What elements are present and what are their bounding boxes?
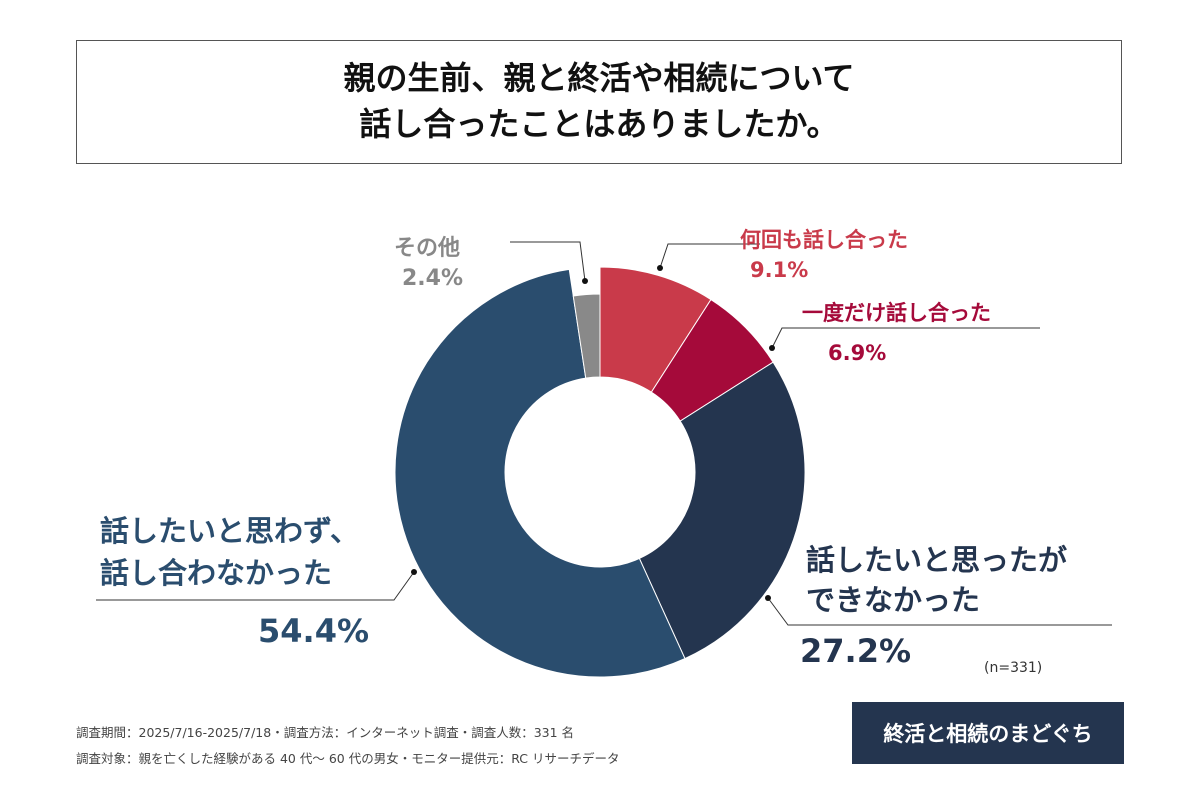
label-s3-line2: 話し合わなかった [100, 556, 333, 590]
title-line-1: 親の生前、親と終活や相続について [343, 59, 855, 97]
sample-size-note: (n=331) [984, 660, 1043, 676]
label-s2-line1: 話したいと思ったが [806, 543, 1068, 577]
value-s0: 9.1% [750, 258, 809, 282]
footer-line-2: 調査対象：親を亡くした経験がある 40 代～ 60 代の男女・モニター提供元：R… [76, 751, 620, 766]
brand-logo: 終活と相続のまどぐち [852, 702, 1124, 764]
value-s2: 27.2% [800, 632, 912, 670]
donut-slice-3 [394, 268, 686, 678]
label-s0: 何回も話し合った [740, 228, 908, 252]
leader-dots [411, 265, 775, 601]
label-s2-line2: できなかった [806, 583, 981, 617]
chart-title: 親の生前、親と終活や相続について 話し合ったことはありましたか。 [76, 40, 1122, 164]
value-s4: 2.4% [402, 266, 464, 291]
label-s1: 一度だけ話し合った [802, 301, 991, 325]
logo-text: 終活と相続のまどぐち [883, 722, 1093, 746]
footer-line-1: 調査期間：2025/7/16-2025/7/18・調査方法：インターネット調査・… [76, 725, 575, 740]
leader-lines [96, 241, 1112, 626]
donut-slice-4 [572, 293, 601, 379]
donut-slice-2 [638, 361, 806, 660]
label-s3: 話したいと思わず、 話し合わなかった [100, 510, 359, 594]
label-s4: その他 [394, 236, 461, 261]
value-s1: 6.9% [828, 341, 887, 365]
label-s2: 話したいと思ったが できなかった [806, 540, 1067, 620]
title-line-2: 話し合ったことはありましたか。 [359, 105, 839, 143]
value-s3: 54.4% [258, 612, 370, 650]
label-s3-line1: 話したいと思わず、 [100, 514, 359, 548]
